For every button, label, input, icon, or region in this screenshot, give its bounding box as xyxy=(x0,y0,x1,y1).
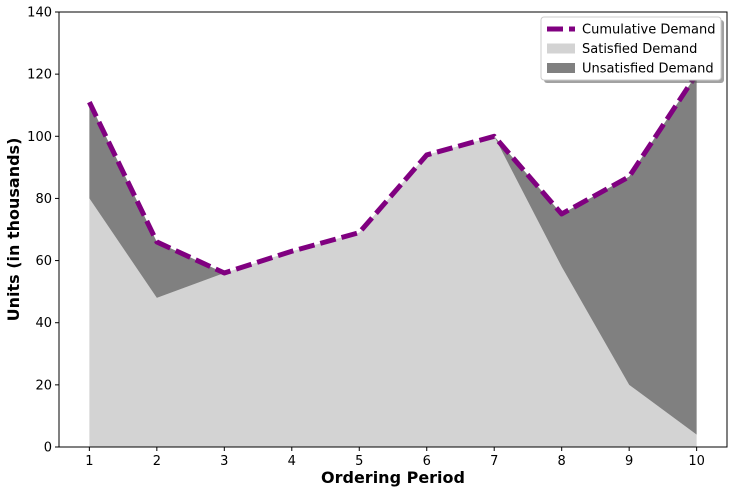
y-tick-label: 40 xyxy=(35,316,52,331)
plot-frame xyxy=(58,11,728,448)
legend-label: Cumulative Demand xyxy=(582,23,715,38)
legend-label: Satisfied Demand xyxy=(582,42,697,57)
x-tick-label: 6 xyxy=(423,454,431,469)
x-tick-label: 10 xyxy=(688,454,705,469)
x-tick-label: 7 xyxy=(490,454,498,469)
y-tick-label: 20 xyxy=(35,378,52,393)
legend: Cumulative Demand Satisfied Demand Unsatis… xyxy=(540,16,724,83)
x-tick-label: 8 xyxy=(558,454,566,469)
unsatisfied-demand-area xyxy=(89,74,697,435)
x-axis: 1 2 3 4 5 6 7 8 9 10 xyxy=(85,447,705,469)
y-tick-label: 140 xyxy=(27,6,52,21)
x-tick-label: 3 xyxy=(220,454,228,469)
y-tick-label: 0 xyxy=(44,441,52,456)
y-tick-label: 120 xyxy=(27,68,52,83)
y-axis-title: Units (in thousands) xyxy=(4,138,23,322)
legend-swatch xyxy=(547,43,575,54)
x-tick-label: 9 xyxy=(625,454,633,469)
plot-areas xyxy=(89,74,697,448)
x-tick-label: 2 xyxy=(153,454,161,469)
legend-label: Unsatisfied Demand xyxy=(582,62,714,77)
y-tick-label: 100 xyxy=(27,130,52,145)
x-axis-title: Ordering Period xyxy=(321,468,465,487)
satisfied-demand-area xyxy=(89,136,697,448)
legend-box xyxy=(540,16,722,81)
x-tick-label: 5 xyxy=(355,454,363,469)
y-tick-label: 60 xyxy=(35,254,52,269)
cumulative-demand-line xyxy=(87,72,699,276)
y-tick-label: 80 xyxy=(35,192,52,207)
x-tick-label: 4 xyxy=(288,454,296,469)
y-axis: 0 20 40 60 80 100 120 140 xyxy=(27,6,59,456)
x-tick-label: 1 xyxy=(85,454,93,469)
legend-swatch xyxy=(547,63,575,73)
